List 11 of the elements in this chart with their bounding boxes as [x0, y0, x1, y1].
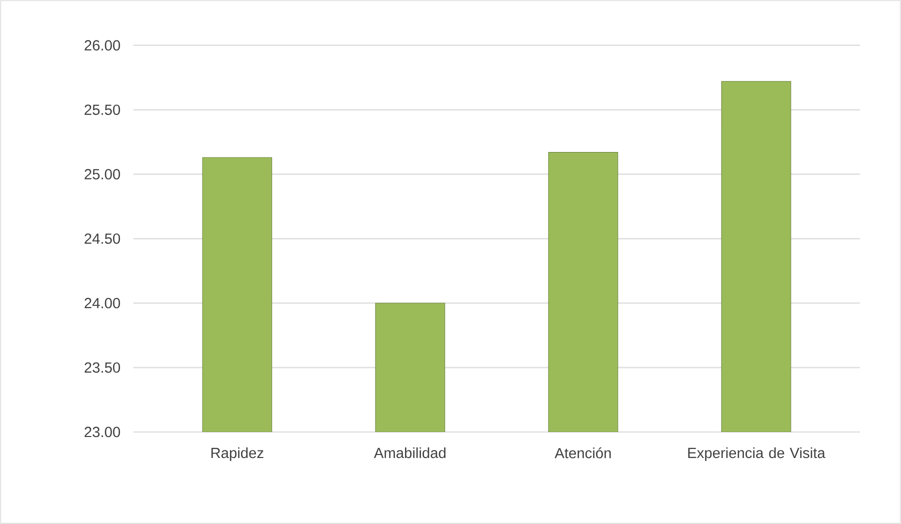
x-tick-label: Rapidez	[211, 447, 264, 462]
x-tick-label: Experiencia de Visita	[688, 447, 826, 462]
y-tick-label: 26.00	[84, 40, 120, 51]
y-tick-label: 24.50	[84, 233, 120, 244]
x-tick-label: Atención	[554, 447, 611, 458]
y-tick-label: 23.00	[84, 426, 120, 438]
y-tick-label: 24.00	[84, 298, 120, 308]
y-tick-label: 23.50	[84, 362, 120, 373]
y-tick-label: 25.50	[84, 104, 120, 115]
x-tick-label: Amabilidad	[374, 447, 446, 458]
y-tick-label: 25.00	[84, 169, 120, 180]
